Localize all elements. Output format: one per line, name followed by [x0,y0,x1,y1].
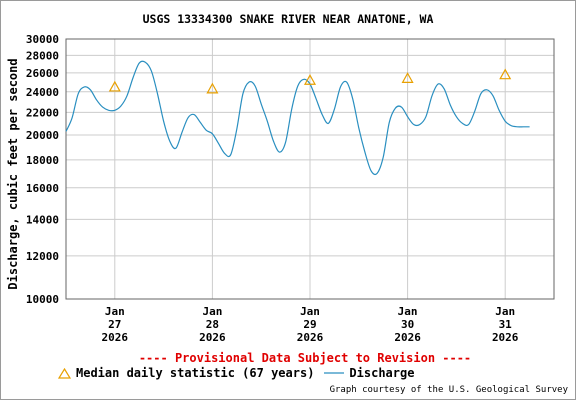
x-tick-label: 29 [303,318,316,331]
x-tick-label: 2026 [394,331,421,344]
median-marker [401,72,414,83]
y-tick-label: 30000 [26,33,59,46]
plot-border [65,38,555,300]
x-tick-label: 2026 [492,331,519,344]
x-tick-label: Jan [105,305,125,318]
line-icon [324,372,345,374]
legend-median: Median daily statistic (67 years) [58,366,314,380]
legend-median-label: Median daily statistic (67 years) [76,366,315,380]
y-tick-label: 22000 [26,106,59,119]
chart-title: USGS 13334300 SNAKE RIVER NEAR ANATONE, … [142,12,434,26]
y-tick-label: 24000 [26,86,59,99]
provisional-notice: ---- Provisional Data Subject to Revisio… [138,351,472,365]
y-tick-label: 10000 [26,293,59,306]
y-tick-label: 26000 [26,67,59,80]
x-tick-label: 2026 [297,331,324,344]
y-tick-label: 18000 [26,154,59,167]
x-tick-label: 2026 [102,331,129,344]
x-tick-label: Jan [398,305,418,318]
x-tick-label: Jan [202,305,222,318]
median-marker [108,80,121,92]
credit-text: Graph courtesy of the U.S. Geological Su… [329,385,568,395]
y-axis-label: Discharge, cubic feet per second [6,58,20,289]
x-tick-label: Jan [495,305,515,318]
y-tick-label: 20000 [26,129,59,142]
x-tick-label: 2026 [199,331,226,344]
legend: Median daily statistic (67 years) Discha… [58,366,424,380]
median-marker [206,82,219,94]
legend-discharge-label: Discharge [349,366,415,380]
discharge-line [65,60,530,176]
triangle-icon [58,367,71,379]
x-tick-label: 28 [206,318,219,331]
y-tick-label: 16000 [26,182,59,195]
legend-discharge: Discharge [324,366,414,380]
x-tick-label: 31 [499,318,513,331]
median-marker [499,68,512,80]
x-tick-label: 30 [401,318,414,331]
x-tick-label: Jan [300,305,320,318]
y-tick-label: 28000 [26,49,59,62]
median-marker [303,74,317,85]
x-tick-label: 27 [108,318,121,331]
y-tick-label: 14000 [26,213,59,226]
y-tick-label: 12000 [26,250,59,263]
